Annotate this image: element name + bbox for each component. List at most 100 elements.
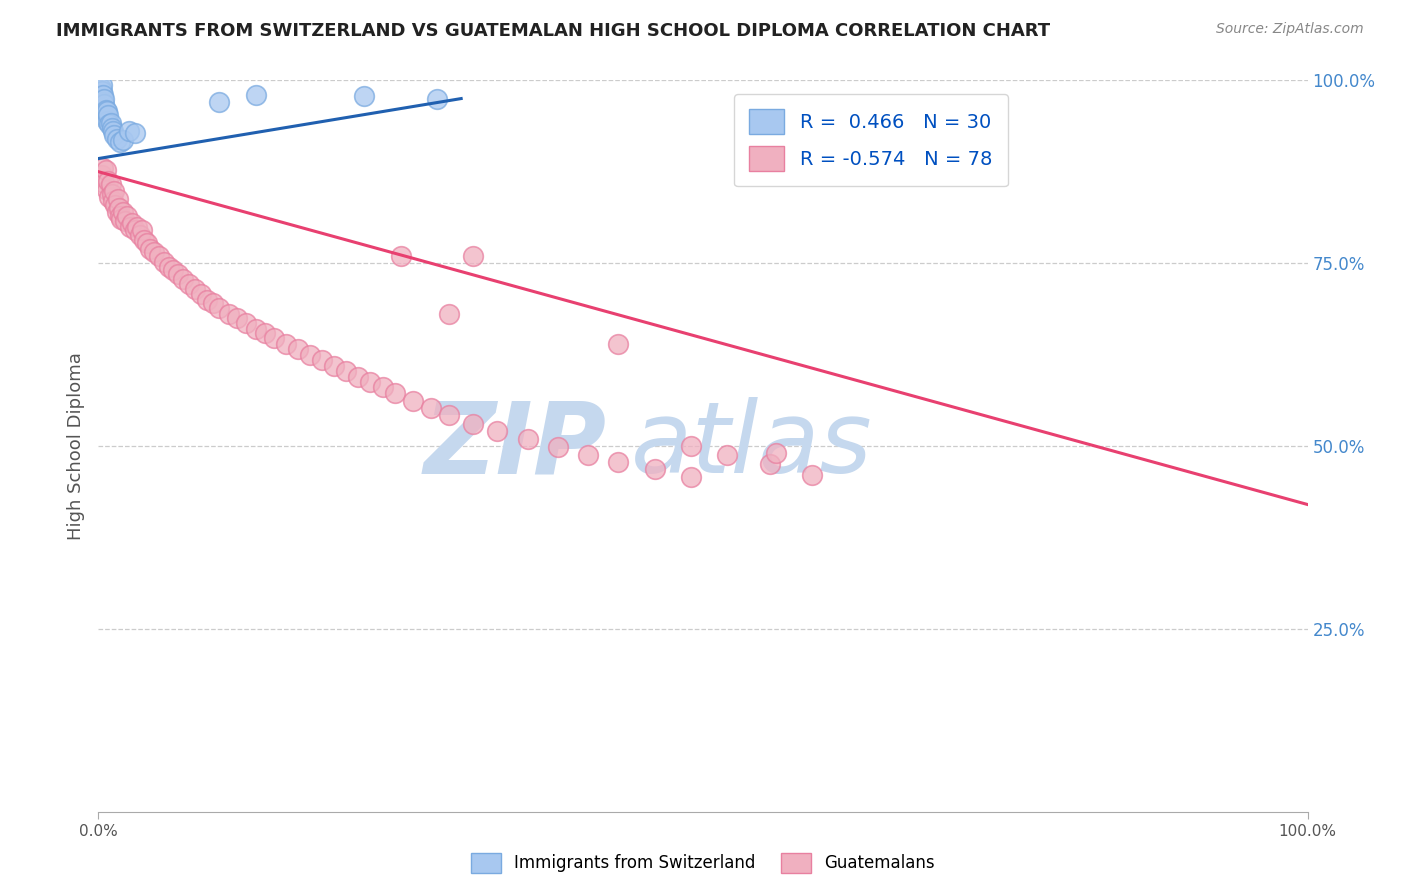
Point xyxy=(127,219,149,234)
Point xyxy=(245,322,267,336)
Point xyxy=(91,161,114,175)
Point xyxy=(547,441,569,455)
Point xyxy=(114,213,136,227)
Point xyxy=(110,212,132,227)
Text: atlas: atlas xyxy=(630,398,872,494)
Point xyxy=(157,260,180,274)
Point xyxy=(135,235,157,250)
Point xyxy=(96,183,118,197)
Point xyxy=(89,95,111,110)
Point xyxy=(107,192,129,206)
Point xyxy=(105,205,128,219)
Point xyxy=(371,380,394,394)
Point xyxy=(124,126,146,140)
Point xyxy=(100,177,122,191)
Point xyxy=(607,336,630,351)
Point xyxy=(111,205,134,219)
Point xyxy=(402,393,425,408)
Point xyxy=(100,186,122,201)
Point xyxy=(121,216,143,230)
Point xyxy=(226,310,249,325)
Point xyxy=(105,132,128,146)
Point xyxy=(287,343,309,357)
Point xyxy=(90,80,112,95)
Point xyxy=(576,448,599,462)
Point xyxy=(208,95,231,110)
Point xyxy=(162,263,184,277)
Point xyxy=(91,95,114,110)
Point xyxy=(104,197,127,211)
Point xyxy=(254,326,277,340)
Point xyxy=(117,209,139,223)
Point xyxy=(463,249,485,263)
Point xyxy=(202,296,225,310)
Point xyxy=(420,401,443,415)
Point xyxy=(108,136,131,150)
Point xyxy=(347,369,370,384)
Point xyxy=(93,96,115,111)
Point xyxy=(103,128,125,142)
Point xyxy=(128,228,150,243)
Point xyxy=(245,87,267,102)
Point xyxy=(93,176,115,190)
Point xyxy=(679,469,702,483)
Point xyxy=(716,448,738,462)
Point xyxy=(101,124,124,138)
Point xyxy=(263,331,285,345)
Point xyxy=(98,117,121,131)
Point xyxy=(190,286,212,301)
Point xyxy=(323,359,346,373)
Point xyxy=(384,386,406,401)
Point xyxy=(91,87,114,102)
Point xyxy=(679,439,702,453)
Point xyxy=(195,293,218,307)
Point xyxy=(108,209,131,223)
Point xyxy=(360,375,382,389)
Point xyxy=(437,409,460,423)
Point xyxy=(139,242,162,256)
Point xyxy=(118,124,141,138)
Point xyxy=(96,103,118,118)
Point xyxy=(486,425,509,439)
Point xyxy=(118,219,141,234)
Point xyxy=(208,301,231,316)
Point xyxy=(800,468,823,483)
Point xyxy=(93,92,115,106)
Point xyxy=(152,254,174,268)
Legend: R =  0.466   N = 30, R = -0.574   N = 78: R = 0.466 N = 30, R = -0.574 N = 78 xyxy=(734,94,1008,186)
Point xyxy=(108,202,131,216)
Point xyxy=(299,347,322,362)
Point xyxy=(335,364,357,378)
Point xyxy=(100,120,122,135)
Point xyxy=(235,316,257,330)
Y-axis label: High School Diploma: High School Diploma xyxy=(66,352,84,540)
Point xyxy=(91,92,114,106)
Point xyxy=(353,89,375,103)
Text: Source: ZipAtlas.com: Source: ZipAtlas.com xyxy=(1216,22,1364,37)
Point xyxy=(274,336,297,351)
Point xyxy=(131,223,153,237)
Point xyxy=(516,432,538,446)
Point xyxy=(91,84,114,98)
Point xyxy=(91,78,114,93)
Point xyxy=(94,103,117,117)
Point xyxy=(437,307,460,321)
Point xyxy=(172,272,194,286)
Point xyxy=(111,133,134,147)
Point xyxy=(94,162,117,177)
Point xyxy=(463,417,485,431)
Text: IMMIGRANTS FROM SWITZERLAND VS GUATEMALAN HIGH SCHOOL DIPLOMA CORRELATION CHART: IMMIGRANTS FROM SWITZERLAND VS GUATEMALA… xyxy=(56,22,1050,40)
Point xyxy=(184,282,207,296)
Point xyxy=(103,185,125,199)
Legend: Immigrants from Switzerland, Guatemalans: Immigrants from Switzerland, Guatemalans xyxy=(464,847,942,880)
Point xyxy=(134,233,156,247)
Point xyxy=(98,190,121,204)
Point xyxy=(96,113,118,128)
Point xyxy=(91,169,114,183)
Point xyxy=(644,462,666,476)
Point xyxy=(311,352,333,367)
Point xyxy=(97,174,120,188)
Point xyxy=(426,92,449,106)
Point xyxy=(389,249,412,263)
Point xyxy=(607,455,630,469)
